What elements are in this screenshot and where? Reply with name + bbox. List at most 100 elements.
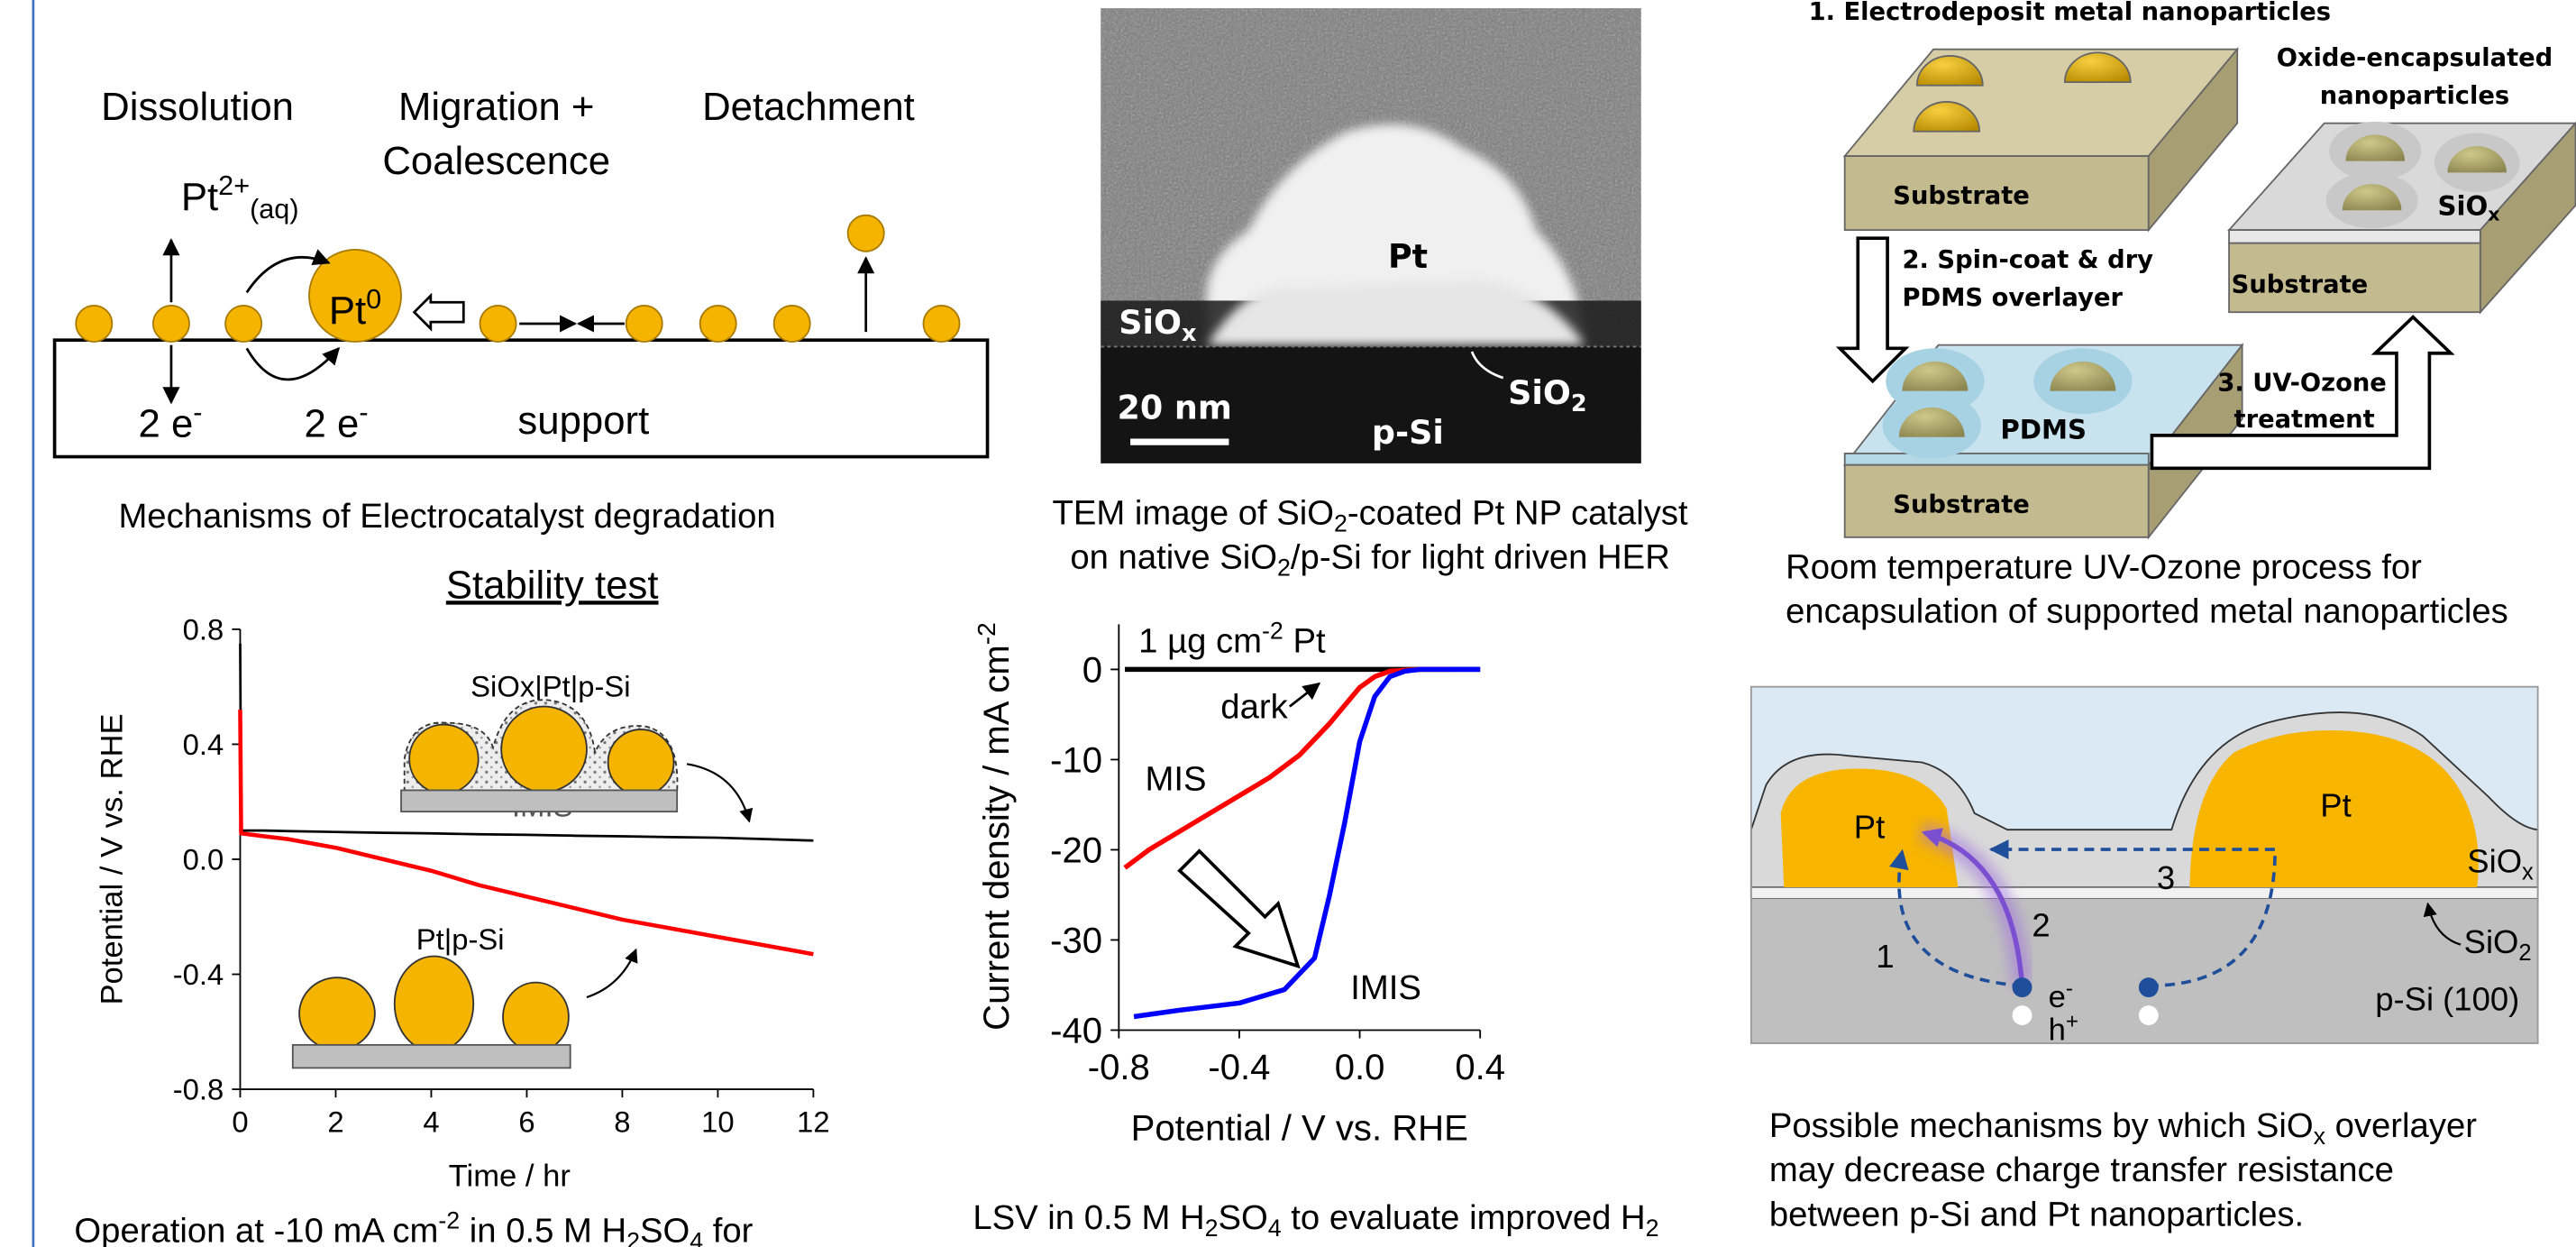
superscript: 0 — [366, 284, 381, 315]
particle — [700, 306, 736, 342]
text-run: SiO — [1508, 373, 1571, 412]
electron — [2139, 977, 2159, 997]
text-run: 1 µg cm — [1138, 621, 1262, 660]
result-label: Oxide-encapsulated — [2277, 44, 2553, 72]
text-run: Operation at -10 mA cm — [74, 1212, 438, 1247]
y-tick-label: 0.8 — [183, 612, 224, 646]
text-run: 2 e — [305, 402, 360, 446]
text-run: Pt — [181, 175, 218, 219]
caption: encapsulation of supported metal nanopar… — [1786, 592, 2508, 631]
step-label: 2. Spin-coat & dry — [1902, 246, 2153, 274]
substrate-label: Substrate — [1893, 182, 2030, 210]
x-tick-label: 6 — [518, 1105, 534, 1138]
particle — [76, 306, 112, 342]
heading: Detachment — [702, 85, 915, 129]
text-run: SiO — [1119, 303, 1182, 342]
path-label: 1 — [1876, 938, 1894, 975]
hole — [2013, 1005, 2032, 1025]
caption: TEM image of SiO2-coated Pt NP catalyst — [1053, 493, 1688, 536]
text-run: Possible mechanisms by which SiO — [1769, 1106, 2314, 1145]
hollow-arrow — [1840, 238, 1905, 381]
caption: LSV in 0.5 M H2SO4 to evaluate improved … — [973, 1198, 1658, 1242]
x-axis-label: Time / hr — [449, 1160, 571, 1194]
subscript: 2 — [1571, 390, 1587, 417]
path-label: 2 — [2032, 907, 2050, 944]
particle — [501, 707, 587, 793]
subscript: x — [2522, 859, 2534, 885]
caption: may decrease charge transfer resistance — [1769, 1151, 2394, 1189]
y-axis-label: Potential / V vs. RHE — [95, 713, 129, 1004]
scale-label: 20 nm — [1117, 389, 1231, 427]
particle — [503, 983, 569, 1052]
caption: on native SiO2/p-Si for light driven HER — [1070, 537, 1669, 581]
annotation: 1 µg cm-2 Pt — [1138, 618, 1326, 661]
oxide-front — [2229, 230, 2480, 243]
text-run: LSV in 0.5 M H — [973, 1198, 1204, 1237]
x-tick-label: 0 — [232, 1105, 248, 1138]
subscript: 2 — [626, 1228, 640, 1247]
superscript: -2 — [438, 1207, 460, 1234]
step-label: PDMS overlayer — [1902, 284, 2123, 312]
heading: Dissolution — [101, 85, 294, 129]
superscript: 2+ — [218, 170, 250, 201]
superscript: -2 — [973, 622, 1000, 645]
step-label: treatment — [2234, 406, 2375, 434]
tem-panel: Pt SiOx 20 nm SiO2 p-Si TEM image of SiO… — [1053, 8, 1688, 581]
x-tick-label: 4 — [423, 1105, 439, 1138]
arrow — [1290, 683, 1320, 707]
sio2-layer — [1751, 887, 2538, 899]
text-run: SO — [1219, 1198, 1268, 1237]
text-run: SiO — [2464, 923, 2519, 960]
text-run: 2 e — [139, 402, 194, 446]
y-tick-label: -20 — [1050, 830, 1102, 870]
pt-ion-label: Pt2+(aq) — [181, 170, 299, 225]
electron-label: 2 e- — [139, 398, 203, 446]
x-tick-label: 0.0 — [1335, 1048, 1385, 1087]
hollow-arrow — [415, 296, 464, 328]
hollow-arrow — [1180, 851, 1298, 967]
mechanism-panel: Pt Pt SiOx SiO2 1 2 3 e- h+ p-Si (100) P… — [1751, 687, 2538, 1234]
particle — [153, 306, 189, 342]
x-tick-label: 12 — [797, 1105, 829, 1138]
result-label: nanoparticles — [2320, 82, 2509, 110]
series-line — [1134, 669, 1480, 1016]
particle — [299, 977, 375, 1050]
inset-substrate — [401, 790, 677, 811]
subscript: 4 — [1268, 1215, 1282, 1242]
subscript: 2 — [1646, 1215, 1659, 1242]
series-label: dark — [1220, 687, 1288, 726]
series-label: IMIS — [1350, 968, 1421, 1007]
particle — [626, 306, 662, 342]
electron-label: 2 e- — [305, 398, 369, 446]
y-tick-label: 0 — [1082, 650, 1102, 690]
tem-label: p-Si — [1372, 413, 1444, 452]
particle — [409, 725, 479, 794]
particle-detached — [848, 215, 884, 252]
text-run: to evaluate improved H — [1282, 1198, 1646, 1237]
text-run: /p-Si for light driven HER — [1291, 537, 1670, 576]
pdms-label: PDMS — [2000, 415, 2087, 445]
text-run: on native SiO — [1070, 537, 1277, 576]
stability-panel: Stability test 0.80.40.0-0.4-0.802468101… — [74, 563, 829, 1247]
x-axis-label: Potential / V vs. RHE — [1131, 1109, 1468, 1149]
superscript: -2 — [1262, 618, 1283, 645]
text-run: SiO — [2437, 191, 2488, 222]
arrow — [587, 949, 636, 997]
tem-label: Pt — [1388, 237, 1428, 276]
particles — [76, 215, 959, 342]
text-run: TEM image of SiO — [1053, 493, 1334, 532]
subscript: 2 — [1205, 1215, 1219, 1242]
text-run: SO — [640, 1212, 690, 1247]
text-run: Pt — [1283, 621, 1326, 660]
particle — [923, 306, 959, 342]
particle — [608, 729, 674, 795]
heading: Coalescence — [382, 139, 610, 183]
step-label: 3. UV-Ozone — [2217, 370, 2387, 398]
series-label: Pt|p-Si — [416, 922, 505, 956]
text-run: Current density / mA cm — [977, 645, 1017, 1031]
inset-encapsulated: SiOx|Pt|p-Si IMIS — [401, 670, 749, 823]
subscript: 2 — [1277, 554, 1291, 581]
particle — [225, 306, 261, 342]
substrate-label: p-Si (100) — [2375, 981, 2519, 1018]
